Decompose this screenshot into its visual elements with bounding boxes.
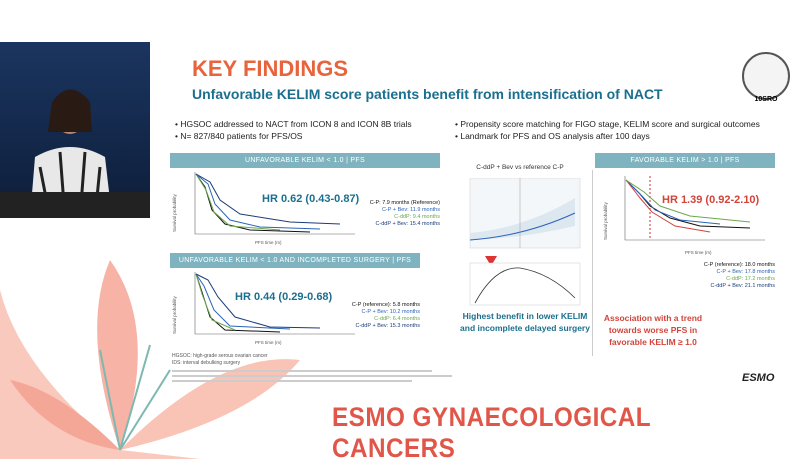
legend-entry: C-P + Bev: 17.8 months bbox=[716, 269, 775, 275]
km-plot bbox=[194, 172, 355, 235]
logo: ESMO bbox=[742, 372, 775, 384]
bullets-right: Propensity score matching for FIGO stage… bbox=[455, 118, 760, 142]
bullet: HGSOC addressed to NACT from ICON 8 and … bbox=[175, 118, 411, 130]
hazard-ratio: HR 0.44 (0.29-0.68) bbox=[235, 291, 333, 303]
panel-border bbox=[592, 170, 779, 356]
y-axis-label: Survival probability bbox=[603, 202, 608, 240]
banner: ESMO GYNAECOLOGICAL CANCERS bbox=[332, 402, 651, 463]
footnote-line bbox=[172, 370, 432, 372]
km-plot bbox=[624, 176, 765, 241]
footnote-line bbox=[172, 380, 412, 382]
speaker bbox=[0, 89, 150, 219]
legend-entry: C-P (reference): 5.8 months bbox=[351, 302, 420, 308]
legend-entry: C-P + Bev: 10.2 months bbox=[361, 309, 420, 315]
hazard-ratio: HR 1.39 (0.92-2.10) bbox=[662, 194, 760, 206]
hazard-ratio: HR 0.62 (0.43-0.87) bbox=[262, 193, 360, 205]
panel-heading: UNFAVORABLE KELIM < 1.0 | PFS bbox=[170, 153, 440, 168]
legend-entry: C-ddP + Bev: 21.1 months bbox=[710, 283, 775, 289]
y-axis-label: Survival probability bbox=[172, 194, 177, 232]
speaker-video bbox=[0, 42, 150, 219]
footnote: IDS: interval debulking surgery bbox=[172, 360, 241, 366]
panel-heading: FAVORABLE KELIM > 1.0 | PFS bbox=[595, 153, 775, 168]
panel-heading: UNFAVORABLE KELIM < 1.0 AND INCOMPLETED … bbox=[170, 253, 420, 268]
middle-note: Highest benefit in lower KELIM and incom… bbox=[460, 311, 590, 333]
bullet: N= 827/840 patients for PFS/OS bbox=[175, 130, 412, 142]
legend-entry: C-ddP: 17.2 months bbox=[726, 276, 775, 282]
legend-entry: C-ddP: 9.4 months bbox=[394, 214, 440, 220]
legend: C-P (reference): 18.0 months C-P + Bev: … bbox=[675, 262, 775, 290]
legend-entry: C-ddP + Bev: 15.4 months bbox=[375, 221, 440, 227]
badge-icon bbox=[742, 52, 790, 100]
legend-entry: C-ddP: 6.4 months bbox=[374, 316, 420, 322]
badge: 10SRO bbox=[754, 96, 778, 103]
legend-entry: C-P (reference): 18.0 months bbox=[703, 262, 775, 268]
legend: C-P (reference): 5.8 months C-P + Bev: 1… bbox=[320, 302, 420, 330]
x-axis-label: PFS time (m) bbox=[255, 340, 282, 345]
footnote: HGSOC: high-grade serous ovarian cancer bbox=[172, 353, 268, 359]
km-plot bbox=[194, 272, 355, 335]
footnote-line bbox=[172, 375, 452, 377]
legend-entry: C-ddP + Bev: 15.3 months bbox=[355, 323, 420, 329]
title: KEY FINDINGS bbox=[192, 56, 349, 81]
footnotes: HGSOC: high-grade serous ovarian cancer … bbox=[172, 353, 452, 385]
bullet: Propensity score matching for FIGO stage… bbox=[455, 118, 760, 130]
panel-note: Association with a trend towards worse P… bbox=[603, 313, 703, 347]
middle-plots bbox=[469, 178, 581, 306]
bullets-left: HGSOC addressed to NACT from ICON 8 and … bbox=[175, 118, 412, 142]
bullet: Landmark for PFS and OS analysis after 1… bbox=[455, 130, 760, 142]
subtitle: Unfavorable KELIM score patients benefit… bbox=[192, 86, 663, 102]
legend-entry: C-P: 7.9 months (Reference) bbox=[369, 200, 440, 206]
x-axis-label: PFS time (m) bbox=[255, 240, 282, 245]
middle-title: C-ddP + Bev vs reference C-P bbox=[476, 164, 564, 171]
y-axis-label: Survival probability bbox=[172, 296, 177, 334]
legend-entry: C-P + Bev: 11.9 months bbox=[381, 207, 440, 213]
x-axis-label: PFS time (m) bbox=[685, 250, 712, 255]
legend: C-P: 7.9 months (Reference) C-P + Bev: 1… bbox=[340, 200, 440, 228]
